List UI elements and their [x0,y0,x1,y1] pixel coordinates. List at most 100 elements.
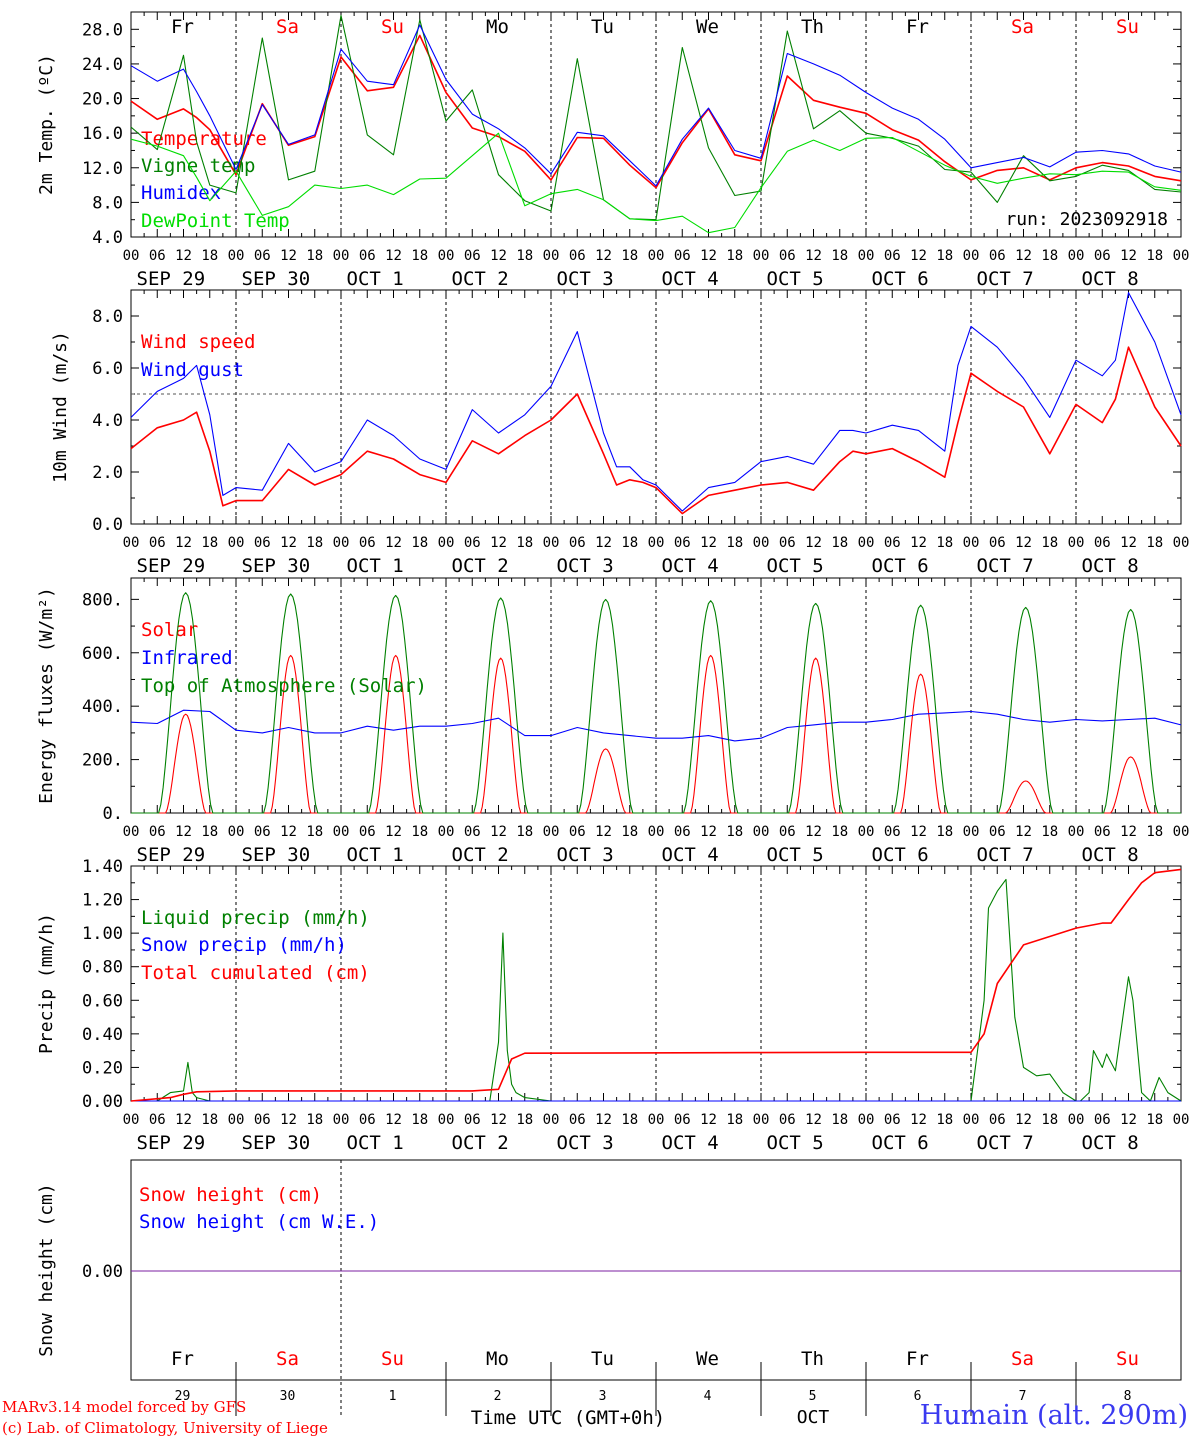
date-label: OCT 3 [557,1132,614,1154]
date-label: SEP 30 [242,555,311,577]
hour-label: 00 [1173,535,1190,551]
hour-label: 18 [1146,248,1163,264]
weekday-label: Fr [906,1348,929,1370]
day-number: 2 [494,1389,502,1404]
hour-label: 18 [936,248,953,264]
hour-label: 06 [1094,1112,1111,1128]
hour-label: 12 [280,535,297,551]
hour-label: 06 [569,824,586,840]
date-label: OCT 2 [452,555,509,577]
y-tick-label: 0.40 [82,1025,123,1045]
hour-label: 18 [936,535,953,551]
hour-label: 12 [175,248,192,264]
hour-label: 00 [1068,248,1085,264]
date-label: OCT 8 [1082,1132,1139,1154]
y-tick-label: 800. [82,590,123,610]
hour-label: 00 [858,1112,875,1128]
hour-label: 12 [1015,535,1032,551]
hour-label: 18 [306,824,323,840]
y-axis-label: 2m Temp. (ºC) [36,54,57,195]
date-label: OCT 5 [767,555,824,577]
model-credit: MARv3.14 model forced by GFS [2,1398,247,1416]
hour-label: 18 [621,1112,638,1128]
hour-label: 18 [1041,535,1058,551]
date-label: OCT 1 [347,1132,404,1154]
month-label: OCT [797,1407,830,1428]
hour-label: 06 [1094,535,1111,551]
date-label: SEP 30 [242,1132,311,1154]
y-tick-label: 200. [82,751,123,771]
hour-label: 00 [858,535,875,551]
hour-label: 00 [858,248,875,264]
hour-label: 06 [149,248,166,264]
date-label: OCT 8 [1082,844,1139,866]
hour-label: 12 [1120,248,1137,264]
legend-entry: Wind speed [141,331,255,353]
hour-label: 12 [490,824,507,840]
station-label: Humain (alt. 290m) [919,1400,1188,1431]
series-line-1 [131,878,1182,1102]
date-label: OCT 6 [872,268,929,290]
date-label: OCT 1 [347,555,404,577]
weekday-label: Su [1116,1348,1139,1370]
date-label: OCT 5 [767,268,824,290]
date-label: OCT 4 [662,555,719,577]
hour-label: 12 [595,535,612,551]
hour-label: 12 [595,824,612,840]
date-label: OCT 7 [977,268,1034,290]
date-label: OCT 3 [557,268,614,290]
weekday-label: Sa [276,16,299,38]
day-number: 29 [175,1389,191,1404]
hour-label: 00 [753,1112,770,1128]
hour-label: 00 [228,248,245,264]
hour-label: 06 [674,824,691,840]
hour-label: 18 [201,1112,218,1128]
day-number: 1 [389,1389,397,1404]
date-label: OCT 6 [872,844,929,866]
hour-label: 12 [910,248,927,264]
hour-label: 18 [306,1112,323,1128]
hour-label: 00 [753,824,770,840]
y-tick-label: 0.00 [82,1262,123,1282]
day-number: 7 [1019,1389,1027,1404]
hour-label: 12 [490,1112,507,1128]
hour-label: 06 [674,1112,691,1128]
hour-label: 06 [254,1112,271,1128]
hour-label: 00 [123,824,140,840]
hour-label: 00 [963,248,980,264]
date-label: OCT 3 [557,844,614,866]
hour-label: 12 [490,248,507,264]
hour-label: 06 [149,1112,166,1128]
hour-label: 18 [411,535,428,551]
y-tick-label: 2.0 [92,463,123,483]
hour-label: 00 [753,535,770,551]
hour-label: 00 [543,248,560,264]
hour-label: 06 [884,248,901,264]
hour-label: 00 [228,535,245,551]
hour-label: 12 [700,1112,717,1128]
hour-label: 12 [280,1112,297,1128]
hour-label: 06 [989,1112,1006,1128]
day-number: 4 [704,1389,712,1404]
hour-label: 00 [1173,248,1190,264]
hour-label: 00 [753,248,770,264]
legend-entry: DewPoint Temp [141,210,290,232]
date-label: OCT 7 [977,555,1034,577]
hour-label: 12 [1015,824,1032,840]
y-tick-label: 12.0 [82,159,123,179]
hour-label: 18 [306,535,323,551]
hour-label: 18 [726,248,743,264]
hour-label: 12 [175,535,192,551]
hour-label: 00 [228,824,245,840]
weekday-label: Mo [486,16,509,38]
y-tick-label: 8.0 [92,307,123,327]
lab-credit: (c) Lab. of Climatology, University of L… [2,1419,328,1437]
y-tick-label: 6.0 [92,359,123,379]
hour-label: 00 [438,248,455,264]
hour-label: 12 [385,1112,402,1128]
date-label: OCT 6 [872,555,929,577]
weekday-label: We [696,16,719,38]
hour-label: 18 [936,824,953,840]
hour-label: 18 [936,1112,953,1128]
